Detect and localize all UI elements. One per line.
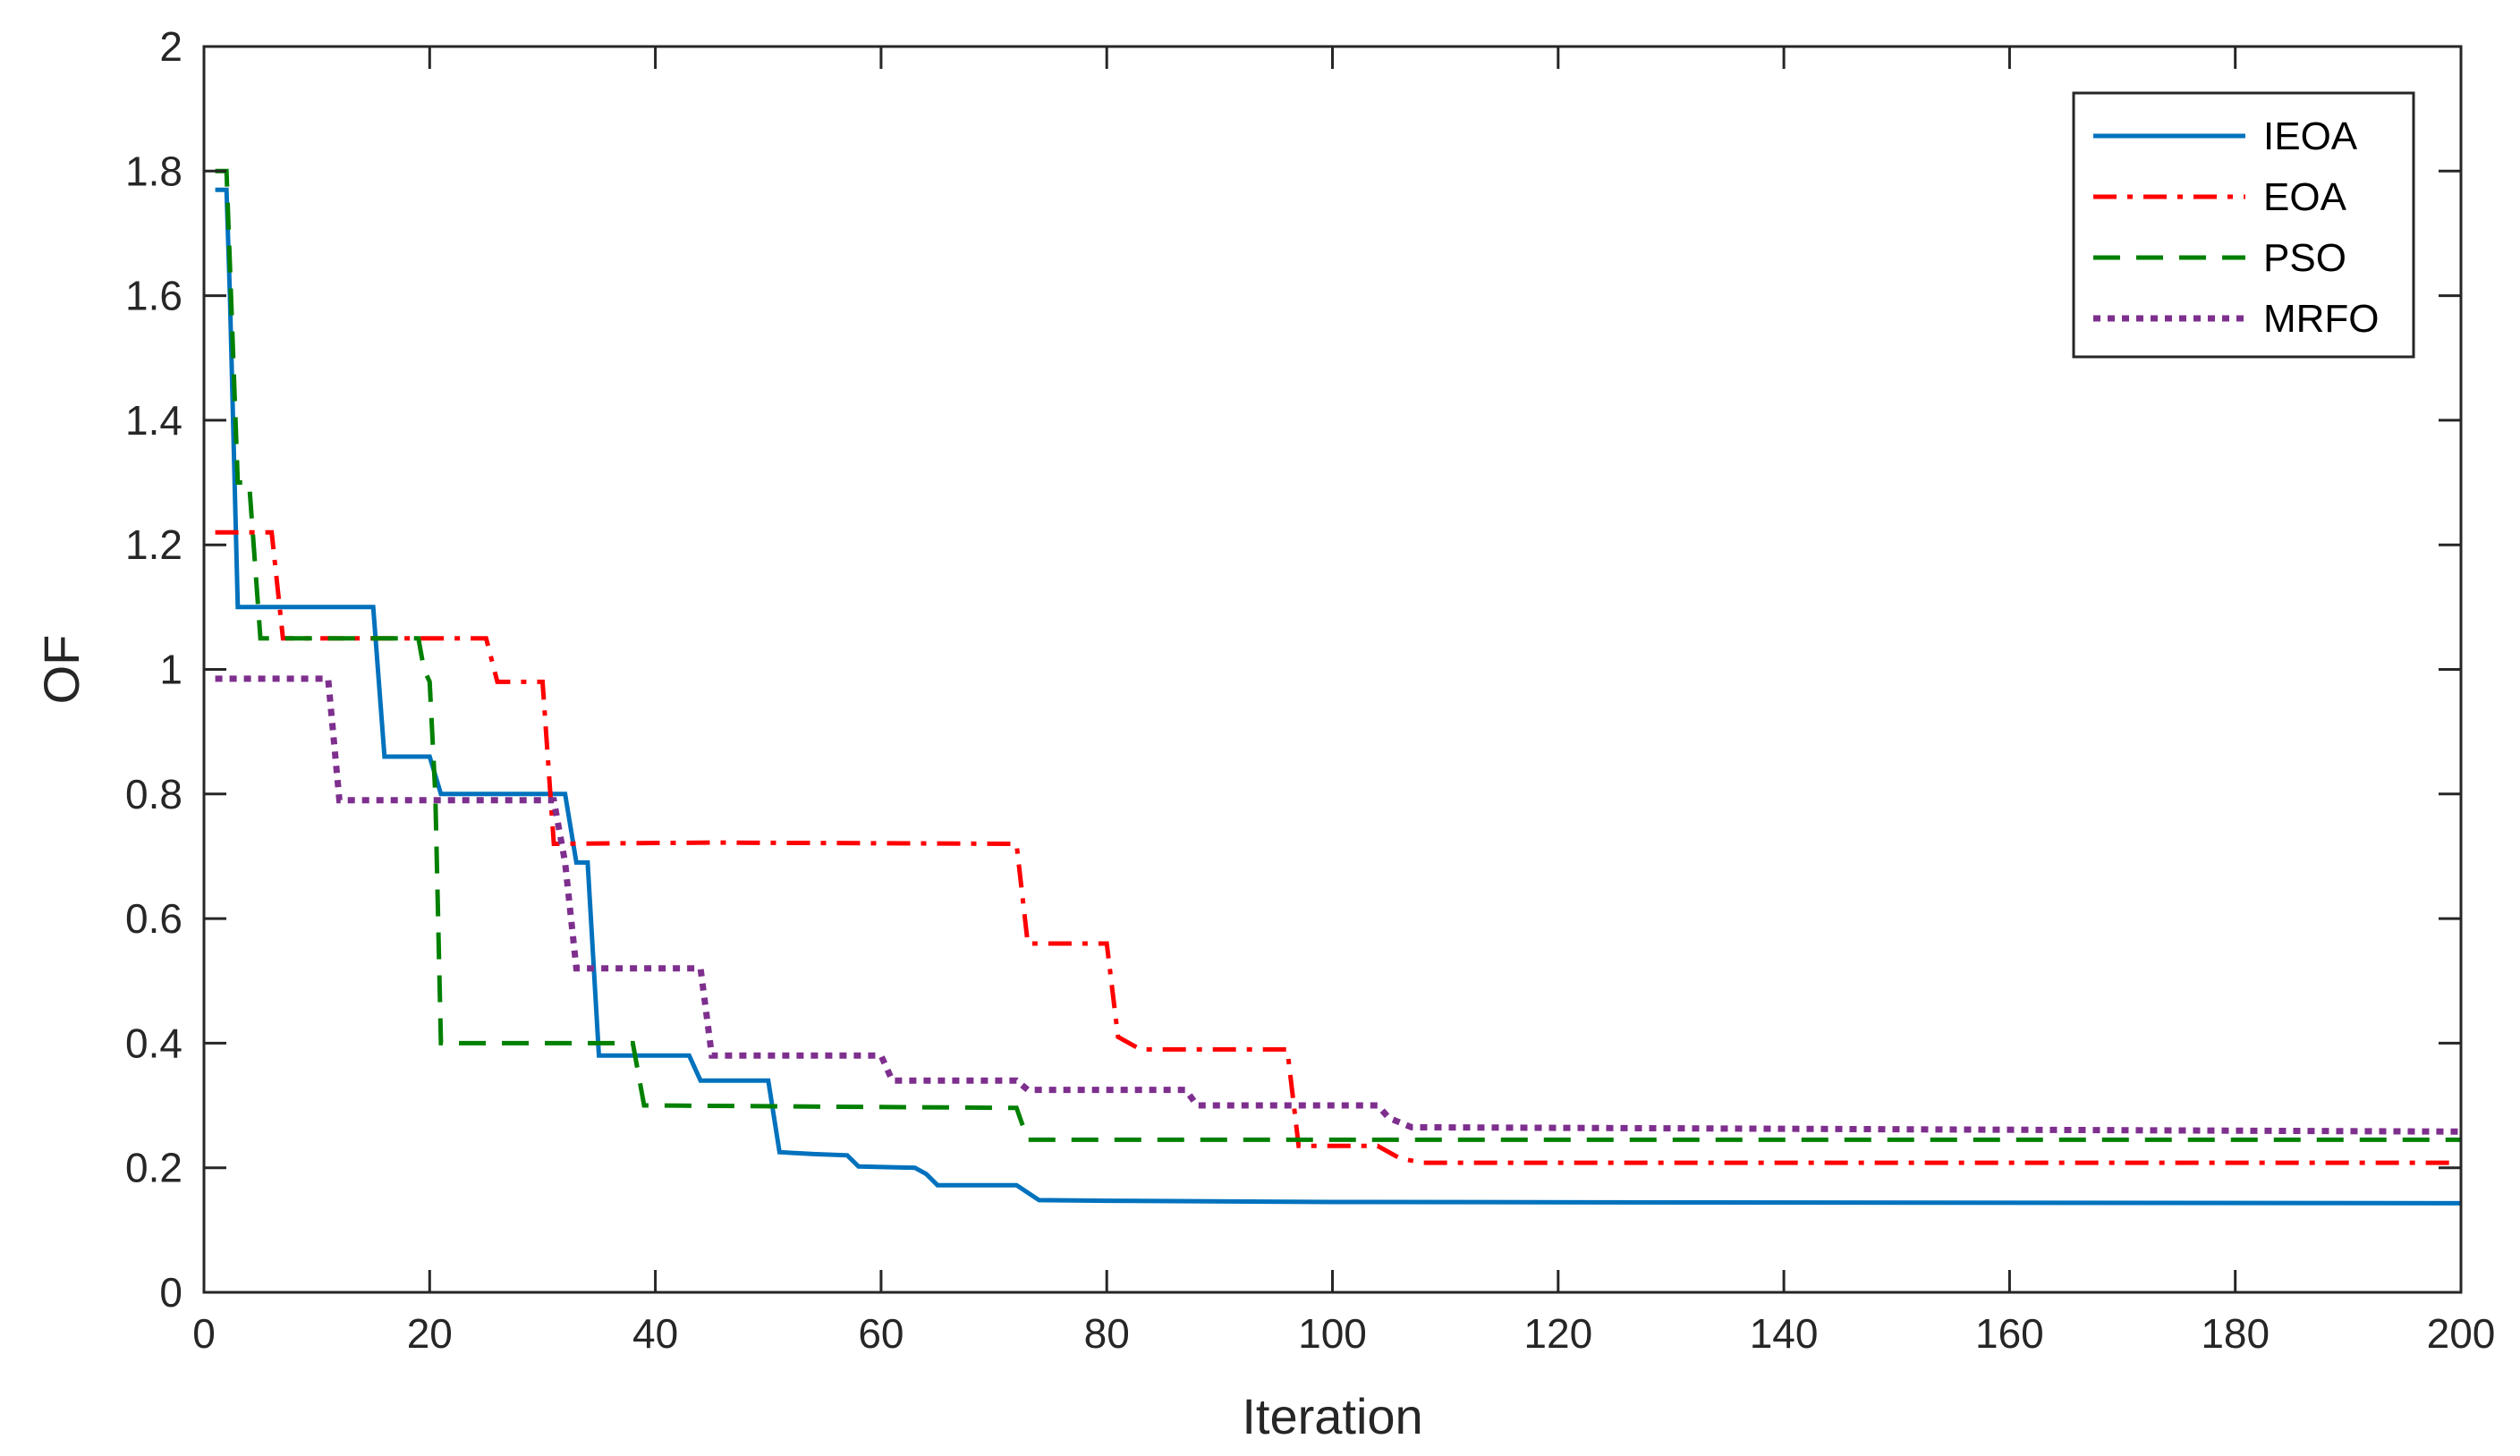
y-tick-label: 0.4: [125, 1020, 182, 1066]
series-line-eoa: [215, 529, 2461, 1165]
y-tick-label: 1.2: [125, 521, 182, 568]
y-tick-label: 0.8: [125, 771, 182, 817]
x-tick-label: 120: [1523, 1310, 1592, 1357]
y-tick-label: 1.4: [125, 397, 182, 444]
series-line-ieoa: [215, 187, 2462, 1206]
plot-frame: [202, 45, 2463, 1294]
y-tick-label: 1.8: [125, 148, 182, 194]
y-axis-label: OF: [33, 635, 89, 705]
x-tick-label: 140: [1750, 1310, 1819, 1357]
series-layer: [215, 168, 2462, 1206]
x-axis-label: Iteration: [1242, 1388, 1422, 1444]
x-tick-label: 160: [1975, 1310, 2044, 1357]
ticks-layer: 0 20 40 60 80 100 120 140 160 180 200 0 0.2 0.4 0.6 0.8…: [125, 23, 2495, 1357]
x-tick-label: 40: [632, 1310, 678, 1357]
legend: IEOA EOA PSO MRFO: [2072, 91, 2415, 359]
x-tick-label: 200: [2427, 1310, 2496, 1357]
x-tick-label: 60: [858, 1310, 904, 1357]
y-tick-label: 1: [159, 647, 182, 693]
x-tick-label: 100: [1298, 1310, 1367, 1357]
y-tick-label: 2: [159, 23, 182, 70]
y-tick-label: 0: [159, 1269, 182, 1316]
x-tick-label: 180: [2201, 1310, 2270, 1357]
y-tick-label: 0.2: [125, 1145, 182, 1191]
legend-label-pso: PSO: [2263, 236, 2346, 280]
x-tick-label: 80: [1084, 1310, 1130, 1357]
series-line-pso: [215, 168, 2461, 1142]
x-tick-label: 20: [407, 1310, 453, 1357]
series-line-mrfo: [215, 675, 2462, 1135]
x-tick-label: 0: [192, 1310, 216, 1357]
legend-label-eoa: EOA: [2263, 175, 2347, 219]
legend-label-ieoa: IEOA: [2263, 114, 2358, 158]
y-tick-label: 0.6: [125, 895, 182, 942]
y-tick-label: 1.6: [125, 273, 182, 319]
legend-label-mrfo: MRFO: [2263, 297, 2380, 341]
